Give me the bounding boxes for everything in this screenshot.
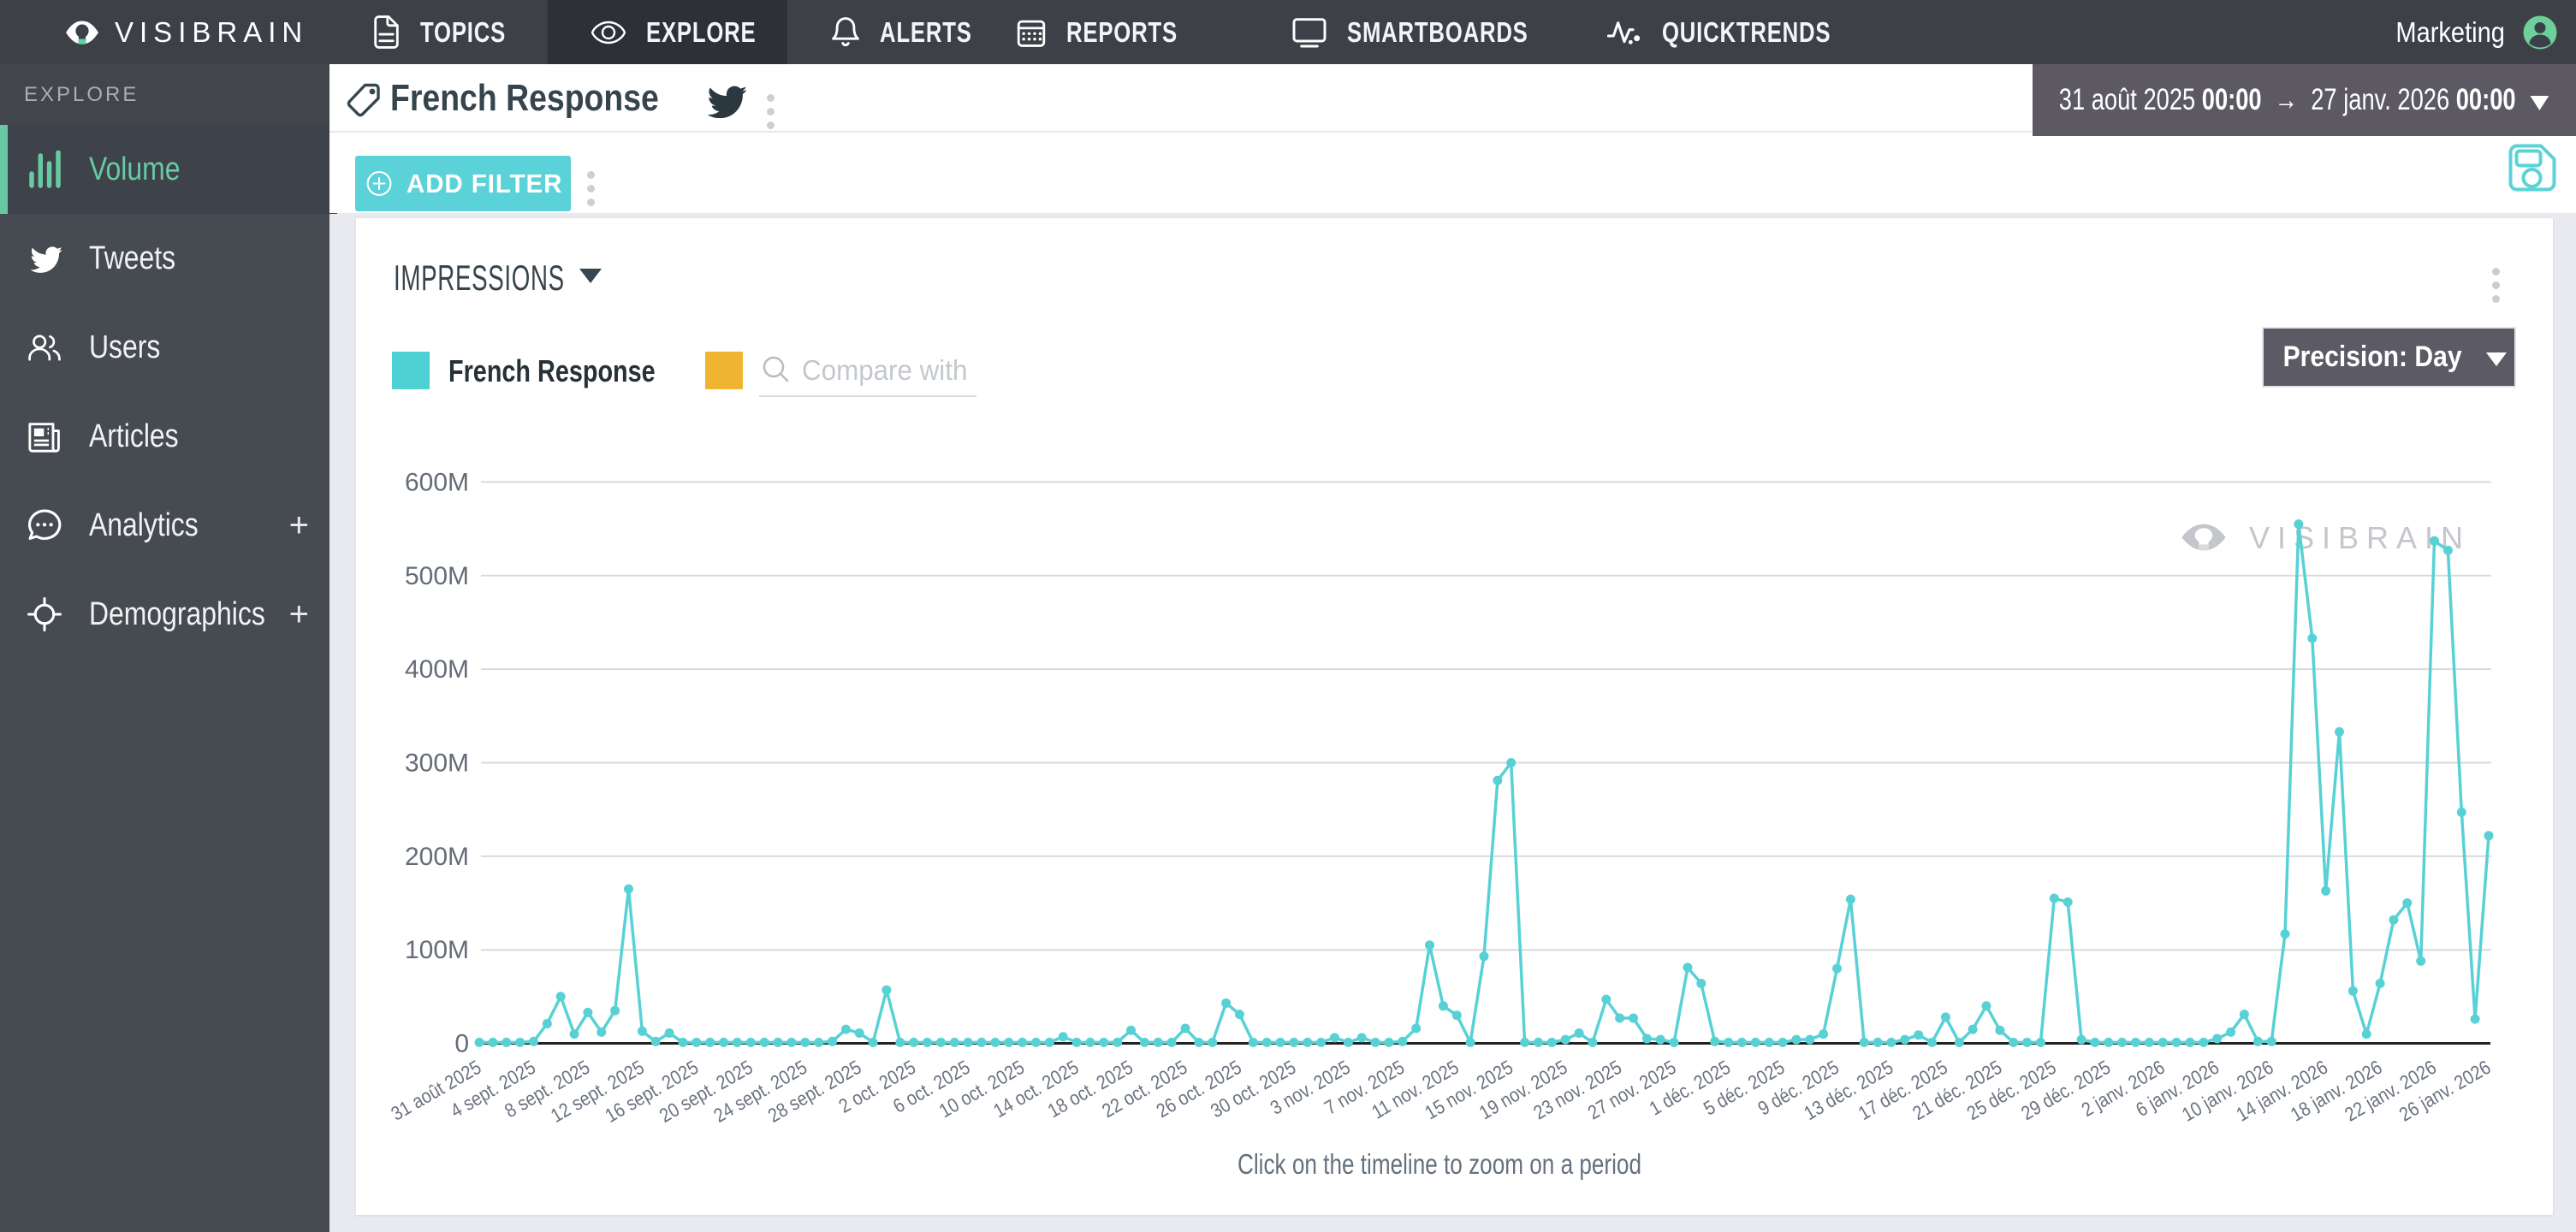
svg-text:400M: 400M: [405, 655, 469, 684]
svg-text:100M: 100M: [405, 936, 469, 964]
svg-text:300M: 300M: [405, 749, 469, 778]
svg-text:600M: 600M: [405, 468, 469, 496]
svg-text:500M: 500M: [405, 562, 469, 590]
svg-text:Click on the timeline to zoom: Click on the timeline to zoom on a perio…: [1238, 1148, 1641, 1180]
svg-text:0: 0: [454, 1030, 469, 1058]
svg-text:200M: 200M: [405, 843, 469, 871]
svg-text:VISIBRAIN: VISIBRAIN: [2249, 520, 2471, 555]
